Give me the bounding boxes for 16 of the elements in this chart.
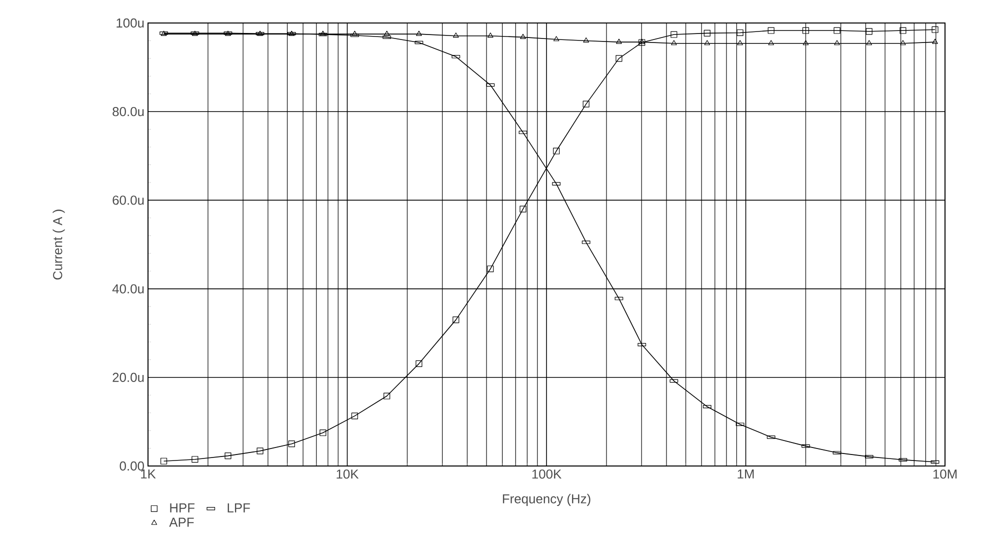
x-tick-label: 10M bbox=[933, 470, 957, 479]
y-tick-label: 100u bbox=[116, 18, 144, 28]
x-axis-title: Frequency (Hz) bbox=[502, 494, 590, 506]
x-tick-label: 100K bbox=[532, 470, 562, 479]
x-tick-label: 1M bbox=[738, 470, 754, 478]
y-tick-label: 40.0u bbox=[112, 284, 144, 294]
legend-label: APF bbox=[169, 518, 194, 527]
legend-label: LPF bbox=[228, 503, 250, 512]
y-tick-label: 80.0u bbox=[112, 107, 144, 116]
x-tick-label: 1K bbox=[141, 470, 156, 478]
y-tick-label: 20.0u bbox=[112, 372, 144, 382]
y-axis-title: Current ( A ) bbox=[52, 210, 65, 280]
legend-label: HPF bbox=[170, 503, 195, 512]
y-tick-label: 0.00 bbox=[120, 461, 144, 471]
x-tick-label: 10K bbox=[336, 470, 359, 479]
y-tick-label: 60.0u bbox=[112, 196, 144, 205]
